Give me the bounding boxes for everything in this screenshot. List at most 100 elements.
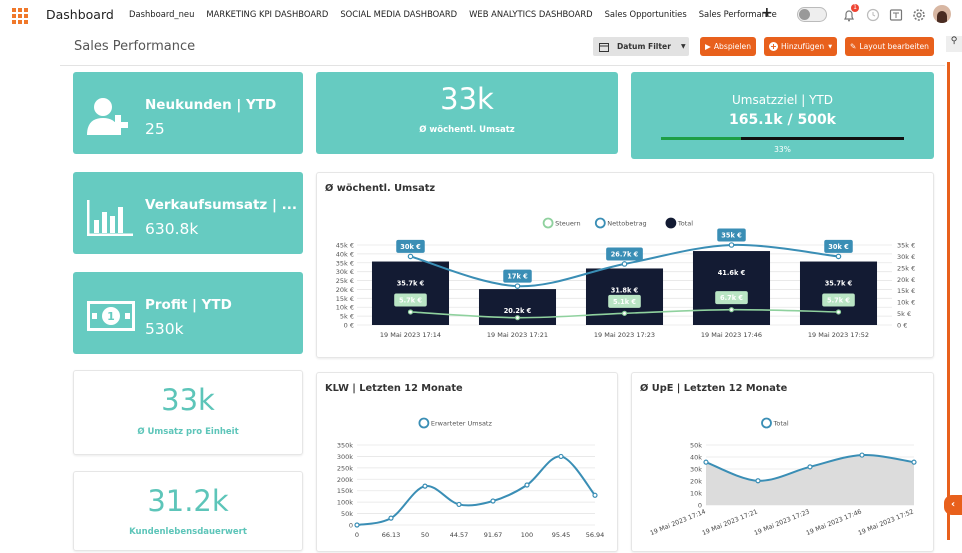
x-tick-label: 19 Mai 2023 17:21 <box>701 508 759 537</box>
data-point <box>755 478 761 484</box>
tax-label: 5.7k € <box>399 296 422 304</box>
net-label: 26.7k € <box>611 250 639 258</box>
bar-label: 20.2k € <box>504 307 532 315</box>
kpi-title: Neukunden | YTD <box>145 97 277 113</box>
user-avatar[interactable] <box>933 5 951 23</box>
data-point <box>456 501 462 508</box>
klw-line-chart: Erwarteter Umsatz 0 50k 100k 150k 200k 250k 300… <box>337 417 604 539</box>
play-button[interactable]: ▶ Abspielen <box>700 37 757 56</box>
net-label-bg <box>396 239 425 253</box>
apps-grid-icon[interactable] <box>12 8 28 24</box>
play-label: Abspielen <box>713 42 752 51</box>
tax-point <box>835 309 842 315</box>
caret-down-icon: ▼ <box>828 43 833 50</box>
y-right-tick-label: 5k € <box>897 310 911 318</box>
kpi-revenue-per-unit: 33k Ø Umsatz pro Einheit <box>73 370 303 455</box>
kpi-label: Ø wöchentl. Umsatz <box>419 125 515 135</box>
legend-label: Total <box>773 420 789 428</box>
x-tick-label: 0 <box>355 531 359 539</box>
nav-tab[interactable]: Sales Performance <box>698 9 777 19</box>
caret-down-icon: ▼ <box>680 43 686 50</box>
y-tick-label: 25k € <box>336 277 354 285</box>
x-tick-label: 50 <box>421 531 429 539</box>
nav-tab[interactable]: Sales Opportunities <box>604 9 687 19</box>
y-right-tick-label: 30k € <box>897 253 915 261</box>
date-filter-button[interactable]: Datum Filter ▼ <box>593 37 689 56</box>
y-tick-label: 250k <box>337 464 353 472</box>
x-tick-label: 19 Mai 2023 17:21 <box>487 331 548 339</box>
legend-marker <box>665 217 677 229</box>
x-tick-label: 66.13 <box>382 531 401 539</box>
y-tick-label: 50k <box>341 510 353 518</box>
kpi-weekly-revenue: 33k Ø wöchentl. Umsatz <box>316 72 618 154</box>
notification-badge: 1 <box>851 4 859 12</box>
x-tick-label: 19 Mai 2023 17:46 <box>805 508 863 537</box>
y-tick-label: 0 € <box>344 322 354 330</box>
data-point <box>354 522 360 528</box>
y-tick-label: 5k € <box>340 313 354 321</box>
data-point <box>703 459 709 465</box>
net-label-bg <box>606 247 643 261</box>
tax-label: 5.1k € <box>613 298 636 306</box>
bell-icon[interactable] <box>842 8 856 22</box>
kpi-label: Ø Umsatz pro Einheit <box>137 427 239 437</box>
add-widget-label: Hinzufügen <box>781 42 825 51</box>
date-filter-label: Datum Filter <box>617 42 671 51</box>
tax-point <box>728 307 735 313</box>
y-tick-label: 15k € <box>336 295 354 303</box>
y-tick-label: 300k <box>337 453 353 461</box>
nav-tab[interactable]: WEB ANALYTICS DASHBOARD <box>469 9 593 19</box>
net-label-bg <box>717 228 746 242</box>
data-point <box>524 482 530 488</box>
x-tick-label: 19 Mai 2023 17:23 <box>594 331 655 339</box>
legend-label: Steuern <box>555 220 580 228</box>
net-point <box>407 253 414 260</box>
chart-card-weekly: Ø wöchentl. Umsatz Steuern Nettobetrag Tot… <box>316 172 934 358</box>
kpi-title: Verkaufsumsatz | ... <box>145 197 297 213</box>
y-right-tick-label: 25k € <box>897 264 915 272</box>
data-point <box>807 464 813 470</box>
net-label-bg <box>503 269 532 283</box>
kpi-customer-lifetime-value: 31.2k Kundenlebensdauerwert <box>73 471 303 551</box>
play-icon: ▶ <box>705 42 711 51</box>
add-tab-button[interactable]: + <box>761 5 773 21</box>
x-tick-label: 91.67 <box>484 531 503 539</box>
area-fill <box>706 455 914 505</box>
y-tick-label: 200k <box>337 476 353 484</box>
y-tick-label: 20k € <box>336 286 354 294</box>
bar-label: 31.8k € <box>611 286 639 294</box>
gear-icon[interactable] <box>912 8 926 22</box>
kpi-new-customers: Neukunden | YTD 25 <box>73 72 303 154</box>
toggle-switch[interactable] <box>797 7 827 22</box>
tax-label-bg <box>822 293 855 307</box>
kpi-title: Umsatzziel | YTD <box>731 93 833 107</box>
nav-tab[interactable]: SOCIAL MEDIA DASHBOARD <box>340 9 458 19</box>
calendar-icon <box>599 42 609 52</box>
kpi-value: 530k <box>145 320 184 338</box>
search-icon[interactable]: ⚲ <box>946 36 962 52</box>
add-widget-button[interactable]: + Hinzufügen ▼ <box>764 37 838 56</box>
legend-label: Erwarteter Umsatz <box>431 420 493 428</box>
legend-marker <box>542 217 554 229</box>
y-tick-label: 350k <box>337 442 353 450</box>
legend-marker <box>761 417 772 429</box>
chart-title: Ø UpE | Letzten 12 Monate <box>640 383 788 394</box>
clock-icon[interactable] <box>866 8 880 22</box>
translate-icon[interactable] <box>889 8 903 22</box>
edit-layout-button[interactable]: ✎ Layout bearbeiten <box>845 37 934 56</box>
collapse-panel-button[interactable]: ‹ <box>944 495 962 515</box>
y-tick-label: 0 <box>349 522 353 530</box>
top-navbar: Dashboard Dashboard_neu MARKETING KPI DA… <box>0 0 962 30</box>
y-tick-label: 0 <box>698 502 702 510</box>
progress-track <box>661 137 904 140</box>
y-tick-label: 10k <box>690 490 702 498</box>
money-bill-icon: 1 <box>87 301 135 331</box>
net-label: 30k € <box>828 243 849 251</box>
y-right-tick-label: 35k € <box>897 242 915 250</box>
brand-title[interactable]: Dashboard <box>46 7 114 22</box>
tax-point <box>407 309 414 315</box>
nav-tab[interactable]: Dashboard_neu <box>129 9 195 19</box>
chart-card-klw: KLW | Letzten 12 Monate Erwarteter Umsat… <box>316 372 618 552</box>
nav-tab[interactable]: MARKETING KPI DASHBOARD <box>206 9 329 19</box>
